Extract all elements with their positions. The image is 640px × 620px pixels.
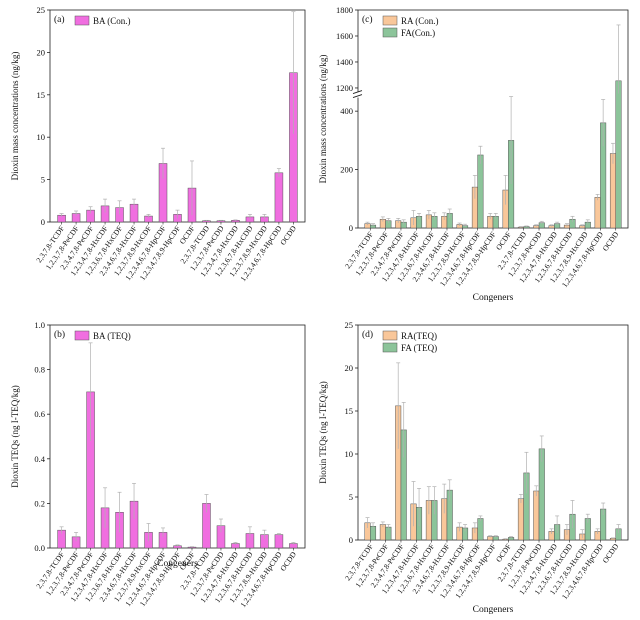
panel-c: 020040012001400160018002,3,7,8-TCDF1,2,3… — [318, 5, 629, 303]
legend-label: FA (TEQ) — [401, 343, 437, 353]
y-tick-label: 5 — [349, 492, 353, 502]
panel-d: 05101520252,3,7,8-TCDF1,2,3,7,8-PeCDF2,3… — [318, 320, 629, 615]
bar-d-0-11 — [533, 490, 540, 541]
legend-label: BA (Con.) — [93, 16, 131, 26]
legend-swatch — [382, 330, 398, 341]
plot-frame — [49, 9, 306, 223]
y-tick-label: 5 — [41, 175, 45, 185]
y-tick-label: 0.6 — [34, 409, 45, 419]
y-axis-label: Dioxin TEQs (ng I-TEQ/kg) — [318, 381, 328, 484]
y-tick-label: 10 — [345, 449, 354, 459]
y-tick-label: 0.0 — [34, 543, 45, 553]
panel-label: (b) — [54, 329, 65, 340]
y-tick-label: 0.8 — [34, 365, 45, 375]
y-tick-label: 1400 — [336, 57, 353, 67]
legend-swatch — [74, 330, 90, 341]
y-tick-label: 25 — [345, 320, 354, 330]
x-tick-label: OCDD — [278, 550, 298, 573]
legend-label: RA(TEQ) — [401, 331, 437, 341]
axis-break-mark — [352, 94, 363, 98]
legend-label: RA (Con.) — [401, 16, 439, 26]
bar-d-1-11 — [538, 448, 545, 541]
x-axis-label: Congeners — [157, 559, 198, 569]
bar-a-0-15 — [274, 172, 284, 223]
y-tick-label: 1.0 — [34, 320, 45, 330]
y-tick-label: 15 — [345, 406, 354, 416]
y-tick-label: 20 — [37, 47, 46, 57]
panel-label: (c) — [362, 14, 373, 25]
y-tick-label: 1600 — [336, 31, 353, 41]
x-axis-label: Congeners — [473, 293, 514, 303]
y-tick-label: 20 — [345, 363, 354, 373]
bar-d-1-7 — [477, 518, 484, 541]
panel-a: 05101520252,3,7,8-TCDF1,2,3,7,8-PeCDF2,3… — [10, 5, 306, 283]
panel-label: (a) — [54, 14, 65, 25]
panel-label: (d) — [362, 329, 373, 340]
bar-b-0-15 — [274, 534, 284, 549]
legend-swatch — [74, 15, 90, 26]
y-axis-label: Dioxin mass concentrations (ng/kg) — [10, 52, 20, 181]
panel-b: 0.00.20.40.60.81.02,3,7,8-TCDF1,2,3,7,8-… — [10, 320, 306, 609]
legend-label: BA (TEQ) — [93, 331, 131, 341]
y-tick-label: 10 — [37, 132, 46, 142]
y-tick-label: 200 — [340, 165, 353, 175]
bar-c-0-16 — [609, 153, 616, 229]
bar-c-1-16 — [615, 80, 622, 229]
x-tick-label: OCDD — [601, 230, 621, 253]
y-tick-label: 25 — [37, 5, 46, 15]
y-tick-label: 1200 — [336, 83, 353, 93]
y-axis-label: Dioxin mass concentrations (ng/kg) — [318, 55, 328, 184]
legend-label: FA(Con.) — [401, 28, 435, 38]
y-tick-label: 0 — [41, 217, 45, 227]
legend-swatch — [382, 342, 398, 353]
bar-c-0-15 — [594, 197, 601, 229]
legend-swatch — [382, 27, 398, 38]
legend-swatch — [382, 15, 398, 26]
y-tick-label: 0 — [349, 535, 353, 545]
y-tick-label: 1800 — [336, 5, 353, 15]
bar-c-1-7 — [477, 154, 484, 229]
bar-d-0-10 — [517, 498, 524, 541]
y-tick-label: 15 — [37, 90, 46, 100]
y-tick-label: 400 — [340, 106, 353, 116]
axis-break-mask — [354, 91, 362, 98]
y-tick-label: 0 — [349, 223, 353, 233]
y-axis-label: Dioxin TEQs (ng I-TEQ/kg) — [10, 385, 20, 488]
axis-break-mark — [352, 90, 363, 94]
y-tick-label: 0.2 — [34, 498, 45, 508]
plot-frame — [357, 9, 629, 229]
x-axis-label: Congeners — [473, 605, 514, 615]
x-tick-label: OCDD — [601, 542, 621, 565]
y-tick-label: 0.4 — [34, 454, 45, 464]
x-tick-label: OCDD — [278, 224, 298, 247]
